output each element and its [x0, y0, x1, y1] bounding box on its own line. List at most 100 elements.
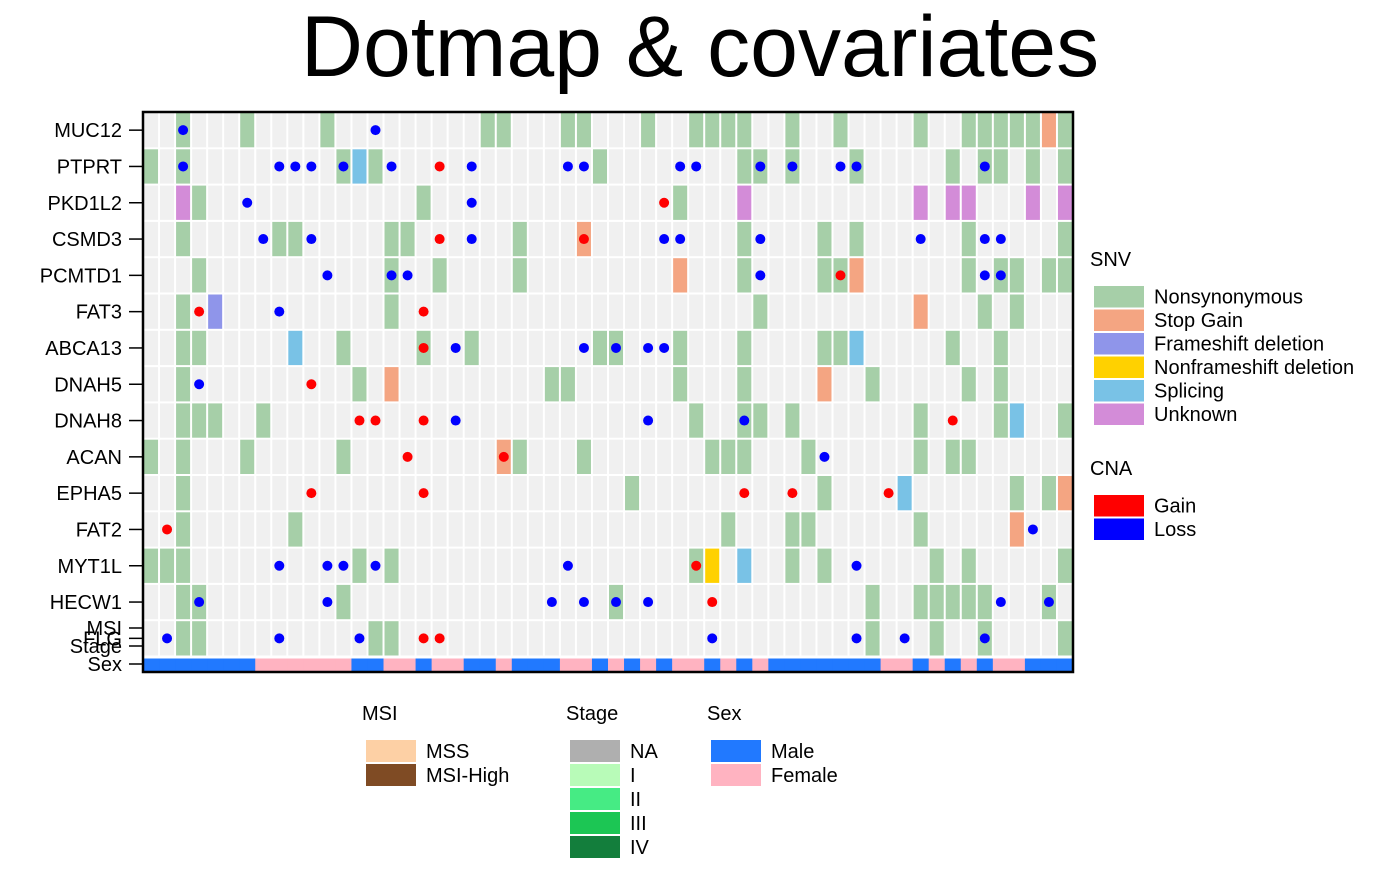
cell-DNAH8-49	[929, 403, 944, 438]
cell-ABCA13-50	[945, 330, 960, 366]
cell-ABCA13-42	[817, 330, 832, 366]
cell-FLG-38	[753, 621, 768, 656]
cell-MUC12-4	[208, 113, 223, 148]
cell-PKD1L2-52	[977, 185, 992, 220]
cna-dot-CSMD3-53	[995, 234, 1006, 245]
sex-cell-51	[960, 658, 978, 672]
cell-CSMD3-57	[1057, 221, 1072, 257]
cell-HECW1-4	[208, 584, 223, 620]
cna-dot-EPHA5-37	[739, 488, 750, 499]
cell-ACAN-46	[881, 439, 896, 474]
cna-legend-label-0: Gain	[1154, 496, 1196, 518]
cell-PKD1L2-41	[801, 185, 816, 220]
cell-EPHA5-39	[769, 476, 784, 511]
cna-dot-ABCA13-31	[643, 342, 654, 353]
cell-DNAH5-18	[432, 367, 447, 402]
cell-DNAH8-23	[512, 403, 527, 438]
cell-ACAN-2	[176, 439, 191, 474]
cell-PTPRT-57	[1057, 149, 1072, 184]
cell-FAT2-23	[512, 512, 527, 547]
cell-ABCA13-46	[881, 330, 896, 366]
sex-cell-31	[640, 658, 657, 672]
cell-CSMD3-51	[961, 221, 976, 257]
cell-HECW1-36	[721, 584, 736, 620]
cell-PKD1L2-46	[881, 185, 896, 220]
cell-EPHA5-16	[400, 476, 415, 511]
cell-PCMTD1-33	[673, 258, 688, 293]
cna-dot-MYT1L-12	[338, 560, 349, 571]
cell-EPHA5-8	[272, 476, 287, 511]
cell-ACAN-20	[464, 439, 479, 474]
cell-DNAH5-32	[657, 367, 672, 402]
cell-DNAH8-10	[304, 403, 319, 438]
cell-DNAH5-14	[368, 367, 383, 402]
cell-PTPRT-24	[528, 149, 543, 184]
cell-PCMTD1-46	[881, 258, 896, 293]
cell-HECW1-19	[448, 584, 463, 620]
cell-HECW1-17	[416, 584, 431, 620]
cna-dot-PTPRT-44	[851, 161, 862, 172]
cell-FLG-16	[400, 621, 415, 656]
cell-PTPRT-22	[496, 149, 511, 184]
cell-DNAH8-45	[865, 403, 880, 438]
cell-CSMD3-0	[144, 221, 159, 257]
cell-FLG-22	[496, 621, 511, 656]
cell-MUC12-50	[945, 113, 960, 148]
cell-MUC12-37	[737, 113, 752, 148]
cell-ABCA13-12	[336, 330, 351, 366]
cell-DNAH5-48	[913, 367, 928, 402]
sex-legend-swatch-0	[711, 740, 761, 762]
cell-PCMTD1-10	[304, 258, 319, 293]
cell-EPHA5-35	[705, 476, 720, 511]
cell-DNAH5-29	[609, 367, 624, 402]
cell-FAT2-52	[977, 512, 992, 547]
cell-HECW1-15	[384, 584, 399, 620]
cell-FAT2-37	[737, 512, 752, 547]
cell-ACAN-25	[544, 439, 559, 474]
cell-FLG-11	[320, 621, 335, 656]
cell-EPHA5-0	[144, 476, 159, 511]
cna-dot-PCMTD1-43	[835, 270, 846, 281]
cell-DNAH8-43	[833, 403, 848, 438]
cell-CSMD3-19	[448, 221, 463, 257]
cna-dot-CSMD3-38	[755, 234, 766, 245]
cell-DNAH5-8	[272, 367, 287, 402]
cell-MYT1L-18	[432, 548, 447, 583]
sex-cell-27	[575, 658, 593, 672]
cell-PKD1L2-13	[352, 185, 367, 220]
sex-cell-26	[559, 658, 577, 672]
sex-cell-14	[367, 658, 385, 672]
cell-EPHA5-18	[432, 476, 447, 511]
cell-EPHA5-11	[320, 476, 335, 511]
cell-MYT1L-15	[384, 548, 399, 583]
cell-MUC12-46	[881, 113, 896, 148]
cna-dot-FLG-1	[162, 633, 173, 644]
cell-FLG-2	[176, 621, 191, 656]
cell-EPHA5-9	[288, 476, 303, 511]
covariate-label-stage: Stage	[70, 636, 122, 658]
sex-cell-12	[335, 658, 352, 672]
cell-FAT3-13	[352, 294, 367, 329]
cell-ABCA13-48	[913, 330, 928, 366]
cell-DNAH5-30	[625, 367, 640, 402]
cell-EPHA5-28	[592, 476, 607, 511]
cell-MUC12-18	[432, 113, 447, 148]
cell-HECW1-13	[352, 584, 367, 620]
cna-dot-PTPRT-8	[274, 161, 285, 172]
cell-DNAH5-34	[689, 367, 704, 402]
cell-EPHA5-57	[1057, 476, 1072, 511]
cell-DNAH8-54	[1009, 403, 1024, 438]
cell-FAT2-20	[464, 512, 479, 547]
cell-HECW1-8	[272, 584, 287, 620]
cell-EPHA5-19	[448, 476, 463, 511]
cell-MYT1L-47	[897, 548, 912, 583]
cell-MUC12-38	[753, 113, 768, 148]
stage-legend-swatch-1	[570, 764, 620, 786]
cell-EPHA5-38	[753, 476, 768, 511]
cell-PTPRT-1	[160, 149, 175, 184]
cell-HECW1-9	[288, 584, 303, 620]
cell-ABCA13-47	[897, 330, 912, 366]
cna-dot-PTPRT-10	[306, 161, 317, 172]
cell-PKD1L2-12	[336, 185, 351, 220]
sex-cell-52	[976, 658, 994, 672]
